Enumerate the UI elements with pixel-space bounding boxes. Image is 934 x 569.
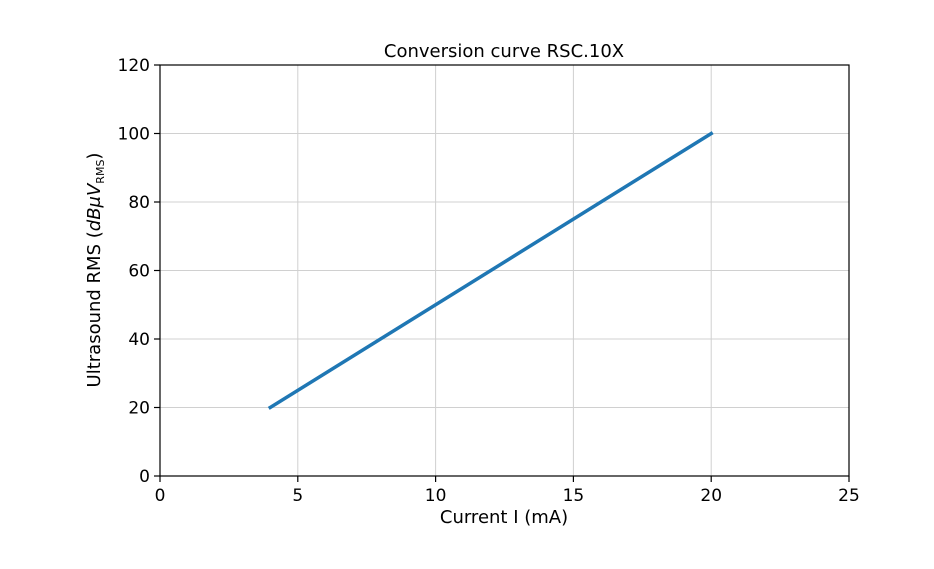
x-tick-label: 20 (700, 486, 722, 506)
grid-lines (159, 64, 850, 477)
y-tick-label: 60 (128, 262, 150, 282)
axis-ticks: 0 5 10 15 20 25 0 20 40 60 80 100 120 (118, 56, 860, 506)
x-tick-label: 0 (155, 486, 166, 506)
y-axis-label: Ultrasound RMS (dBμVRMS) (84, 153, 107, 388)
y-tick-label: 0 (139, 467, 150, 487)
series-layer (267, 131, 714, 410)
y-axis-label-suffix: ) (84, 153, 105, 160)
y-tick-label: 80 (128, 193, 150, 213)
x-tick-label: 10 (425, 486, 447, 506)
y-tick-label: 20 (128, 399, 150, 419)
x-tick-label: 5 (292, 486, 303, 506)
chart-title: Conversion curve RSC.10X (384, 41, 624, 62)
series-line-0 (267, 131, 714, 410)
y-axis-label-unit: dBμV (84, 182, 105, 231)
y-axis-label-sub: RMS (94, 160, 107, 184)
x-tick-label: 25 (838, 486, 860, 506)
x-tick-label: 15 (563, 486, 585, 506)
y-tick-label: 120 (118, 56, 150, 76)
y-tick-label: 100 (118, 125, 150, 145)
y-axis-label-prefix: Ultrasound RMS ( (84, 231, 105, 387)
y-tick-label: 40 (128, 330, 150, 350)
x-axis-label: Current I (mA) (440, 507, 568, 528)
